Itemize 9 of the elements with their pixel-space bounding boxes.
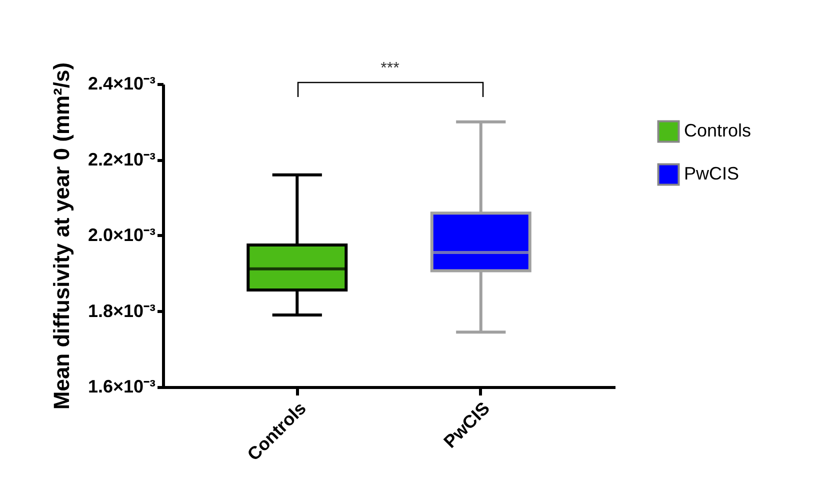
legend-label: Controls: [684, 120, 752, 140]
legend-label: PwCIS: [684, 164, 740, 184]
text: ***: [380, 60, 400, 77]
y-tick-label: 1.6×10⁻³: [88, 376, 156, 396]
y-tick-label: 2.2×10⁻³: [88, 149, 156, 170]
y-tick-label: 1.8×10⁻³: [88, 300, 156, 321]
y-axis-title: Mean diffusivity at year 0 (mm²/s): [48, 62, 74, 410]
y-tick-label: 2.4×10⁻³: [88, 74, 156, 94]
y-tick-label: 2.0×10⁻³: [88, 225, 156, 245]
